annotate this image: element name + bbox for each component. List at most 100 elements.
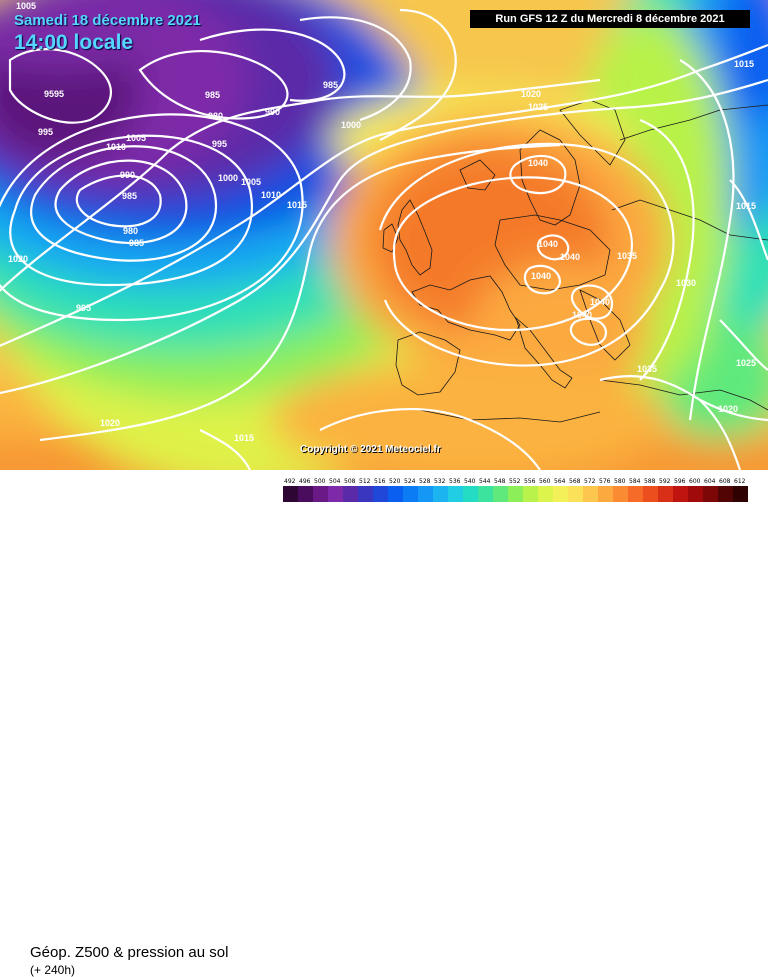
isobar-label: 1000 (218, 173, 238, 183)
isobar-label: 1020 (521, 89, 541, 99)
isobar-label: 1040 (538, 239, 558, 249)
isobar-label: 985 (129, 238, 144, 248)
isobar-label: 995 (76, 303, 91, 313)
isobar-label: 980 (208, 111, 223, 121)
color-scale-tick: 492 (284, 478, 296, 485)
isobar-label: 1030 (676, 278, 696, 288)
isobar-label: 1005 (241, 177, 261, 187)
isobar-label: 1025 (528, 102, 548, 112)
isobar-labels: 9595 995 985 980 990 1005 1010 985 980 9… (8, 1, 756, 443)
color-scale-swatch (733, 486, 748, 502)
isobar-label: 1040 (531, 271, 551, 281)
map-subtitle: (+ 240h) (30, 963, 76, 977)
color-scale-swatch (628, 486, 643, 502)
color-scale-tick: 608 (719, 478, 731, 485)
color-scale-tick: 568 (569, 478, 581, 485)
color-scale-tick: 612 (734, 478, 746, 485)
isobar-label: 1010 (261, 190, 281, 200)
isobar-label: 1015 (287, 200, 307, 210)
isobar-label: 1020 (718, 404, 738, 414)
color-scale-swatch (388, 486, 403, 502)
isobar-label: 1035 (637, 364, 657, 374)
isobar-label: 1015 (234, 433, 254, 443)
isobar-label: 985 (122, 191, 137, 201)
isobar-label: 1020 (100, 418, 120, 428)
color-scale-tick: 540 (464, 478, 476, 485)
isobar-label: 990 (265, 107, 280, 117)
color-scale-tick: 572 (584, 478, 596, 485)
color-scale-tick: 552 (509, 478, 521, 485)
color-scale-tick: 600 (689, 478, 701, 485)
color-scale-swatch (343, 486, 358, 502)
color-scale-tick: 500 (314, 478, 326, 485)
color-scale-tick: 584 (629, 478, 641, 485)
isobar-label: 1000 (341, 120, 361, 130)
color-scale-swatch (418, 486, 433, 502)
color-scale-swatch (358, 486, 373, 502)
color-scale (283, 486, 748, 502)
isobar-label: 980 (123, 226, 138, 236)
color-scale-swatch (553, 486, 568, 502)
color-scale-tick: 580 (614, 478, 626, 485)
isobar-label: 995 (38, 127, 53, 137)
color-scale-tick: 564 (554, 478, 566, 485)
color-scale-swatch (583, 486, 598, 502)
color-scale-swatch (283, 486, 298, 502)
color-scale-swatch (508, 486, 523, 502)
color-scale-swatch (658, 486, 673, 502)
color-scale-swatch (328, 486, 343, 502)
color-scale-swatch (613, 486, 628, 502)
color-scale-swatch (568, 486, 583, 502)
isobar-label: 1025 (736, 358, 756, 368)
color-scale-swatch (703, 486, 718, 502)
color-scale-swatch (598, 486, 613, 502)
copyright-text: Copyright © 2021 Meteociel.fr (300, 444, 441, 455)
isobar-label: 995 (212, 139, 227, 149)
color-scale-tick: 504 (329, 478, 341, 485)
color-scale-tick: 556 (524, 478, 536, 485)
color-scale-tick: 592 (659, 478, 671, 485)
color-scale-tick: 528 (419, 478, 431, 485)
isobar-label: 1040 (572, 310, 592, 320)
color-scale-tick: 512 (359, 478, 371, 485)
color-scale-tick: 560 (539, 478, 551, 485)
isobar-label: 985 (205, 90, 220, 100)
color-scale-swatch (448, 486, 463, 502)
isobar-label: 1005 (126, 133, 146, 143)
color-scale-swatch (673, 486, 688, 502)
isobar-label: 985 (323, 80, 338, 90)
isobar-label: 1040 (590, 297, 610, 307)
isobar-label: 1015 (736, 201, 756, 211)
geopotential-field (0, 0, 768, 470)
color-scale-tick: 588 (644, 478, 656, 485)
color-scale-swatch (463, 486, 478, 502)
isobar-label: 1005 (16, 1, 36, 11)
color-scale-swatch (538, 486, 553, 502)
isobar-label: 1035 (617, 251, 637, 261)
isobar-label: 1010 (106, 142, 126, 152)
model-run-label: Run GFS 12 Z du Mercredi 8 décembre 2021 (470, 10, 750, 28)
color-scale-tick: 516 (374, 478, 386, 485)
color-scale-tick: 520 (389, 478, 401, 485)
color-scale-swatch (373, 486, 388, 502)
color-scale-swatch (523, 486, 538, 502)
isobar-label: 9595 (44, 89, 64, 99)
color-scale-tick: 596 (674, 478, 686, 485)
coastlines (382, 99, 768, 423)
color-scale-tick: 604 (704, 478, 716, 485)
color-scale-tick: 576 (599, 478, 611, 485)
isobar-label: 1020 (8, 254, 28, 264)
color-scale-swatch (643, 486, 658, 502)
color-scale-swatch (493, 486, 508, 502)
color-scale-tick: 548 (494, 478, 506, 485)
color-scale-swatch (688, 486, 703, 502)
isobar-label: 1015 (734, 59, 754, 69)
color-scale-tick: 536 (449, 478, 461, 485)
isobar-label: 1040 (528, 158, 548, 168)
forecast-date: Samedi 18 décembre 2021 (14, 12, 201, 29)
color-scale-tick: 508 (344, 478, 356, 485)
forecast-time: 14:00 locale (14, 31, 134, 54)
color-scale-tick: 532 (434, 478, 446, 485)
color-scale-swatch (478, 486, 493, 502)
color-scale-swatch (718, 486, 733, 502)
